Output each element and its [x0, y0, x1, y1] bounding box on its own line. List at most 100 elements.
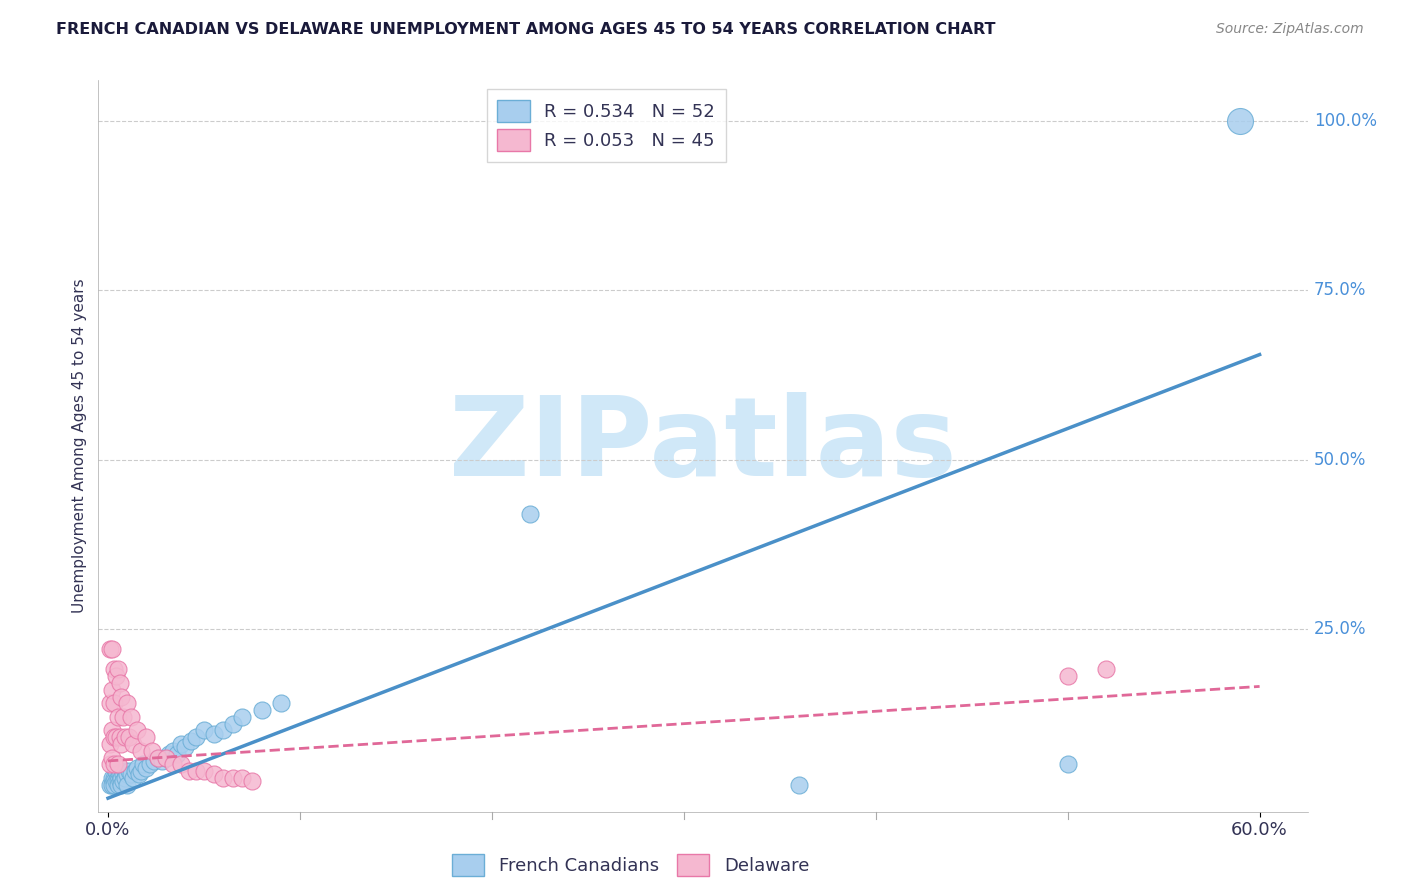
Text: 100.0%: 100.0% [1313, 112, 1376, 130]
Point [202, 767, 225, 781]
Point [125, 761, 148, 775]
Point [103, 771, 125, 785]
Point [231, 710, 253, 724]
Point [104, 764, 127, 778]
Point [110, 737, 132, 751]
Point [1056, 669, 1078, 683]
Text: FRENCH CANADIAN VS DELAWARE UNEMPLOYMENT AMONG AGES 45 TO 54 YEARS CORRELATION C: FRENCH CANADIAN VS DELAWARE UNEMPLOYMENT… [56, 22, 995, 37]
Point [173, 740, 195, 755]
Point [115, 778, 138, 792]
Point [159, 747, 181, 761]
Point [193, 723, 215, 738]
Point [146, 750, 169, 764]
Text: 75.0%: 75.0% [1313, 281, 1367, 299]
Point [104, 774, 127, 789]
Point [122, 737, 145, 751]
Point [162, 757, 184, 772]
Text: Source: ZipAtlas.com: Source: ZipAtlas.com [1216, 22, 1364, 37]
Point [180, 733, 202, 747]
Point [115, 767, 138, 781]
Point [222, 716, 245, 731]
Point [155, 750, 177, 764]
Point [270, 697, 292, 711]
Point [110, 778, 132, 792]
Point [101, 771, 124, 785]
Point [104, 730, 127, 744]
Point [112, 767, 135, 781]
Point [107, 710, 129, 724]
Point [103, 730, 125, 744]
Point [114, 764, 136, 778]
Point [98, 757, 121, 772]
Point [162, 744, 184, 758]
Point [135, 761, 157, 775]
Point [135, 730, 157, 744]
Point [155, 750, 177, 764]
Point [166, 747, 188, 761]
Point [787, 778, 810, 792]
Y-axis label: Unemployment Among Ages 45 to 54 years: Unemployment Among Ages 45 to 54 years [72, 278, 87, 614]
Point [131, 757, 153, 772]
Point [110, 690, 132, 704]
Point [124, 764, 146, 778]
Point [231, 771, 253, 785]
Point [177, 764, 200, 778]
Point [108, 767, 131, 781]
Point [1056, 757, 1078, 772]
Point [112, 710, 135, 724]
Point [103, 778, 125, 792]
Point [212, 771, 235, 785]
Point [107, 778, 129, 792]
Legend: French Canadians, Delaware: French Canadians, Delaware [444, 847, 817, 883]
Point [122, 771, 145, 785]
Point [170, 757, 193, 772]
Point [103, 774, 125, 789]
Point [141, 744, 163, 758]
Point [104, 669, 127, 683]
Point [250, 703, 273, 717]
Point [120, 767, 142, 781]
Point [519, 507, 541, 521]
Point [101, 723, 124, 738]
Point [101, 778, 124, 792]
Point [107, 774, 129, 789]
Point [150, 754, 173, 768]
Point [193, 764, 215, 778]
Point [108, 676, 131, 690]
Point [125, 723, 148, 738]
Point [143, 754, 166, 768]
Text: 50.0%: 50.0% [1313, 450, 1367, 468]
Text: ZIPatlas: ZIPatlas [449, 392, 957, 500]
Point [186, 730, 208, 744]
Point [108, 774, 131, 789]
Point [222, 771, 245, 785]
Point [114, 771, 136, 785]
Point [129, 744, 152, 758]
Point [146, 750, 169, 764]
Point [107, 771, 129, 785]
Point [186, 764, 208, 778]
Point [1095, 663, 1118, 677]
Text: 25.0%: 25.0% [1313, 620, 1367, 638]
Point [103, 697, 125, 711]
Point [98, 642, 121, 657]
Point [170, 737, 193, 751]
Point [101, 750, 124, 764]
Point [103, 757, 125, 772]
Point [202, 727, 225, 741]
Point [115, 697, 138, 711]
Point [110, 771, 132, 785]
Point [107, 663, 129, 677]
Point [101, 682, 124, 697]
Point [120, 710, 142, 724]
Point [101, 642, 124, 657]
Point [112, 774, 135, 789]
Point [139, 757, 162, 772]
Point [129, 764, 152, 778]
Point [98, 778, 121, 792]
Point [118, 764, 141, 778]
Point [98, 737, 121, 751]
Point [212, 723, 235, 738]
Point [107, 757, 129, 772]
Point [98, 697, 121, 711]
